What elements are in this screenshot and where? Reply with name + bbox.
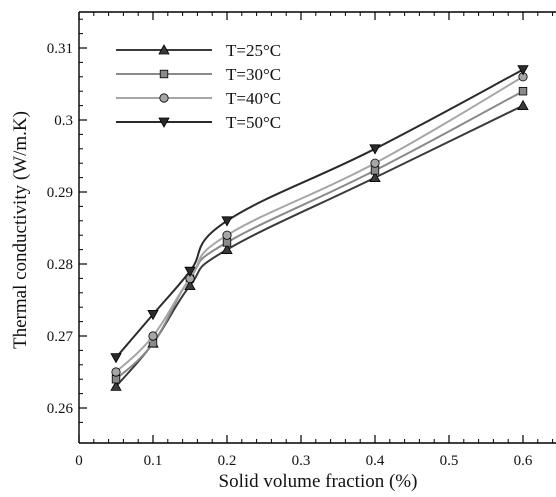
data-point — [222, 217, 232, 226]
data-point — [112, 368, 120, 376]
x-axis-title: Solid volume fraction (%) — [219, 471, 418, 492]
data-point — [518, 66, 528, 75]
series-line — [116, 106, 523, 387]
series-3 — [112, 73, 527, 377]
x-tick-label: 0.2 — [218, 453, 237, 469]
y-tick-label: 0.31 — [47, 41, 73, 57]
legend-entry: T=25°C — [116, 41, 281, 60]
legend-entry: T=30°C — [116, 65, 281, 84]
y-tick-label: 0.28 — [47, 257, 73, 273]
y-axis-title: Thermal conductivity (W/m.K) — [10, 111, 31, 349]
legend-entry: T=40°C — [116, 89, 281, 108]
legend-entry: T=50°C — [116, 113, 281, 132]
legend-label: T=25°C — [226, 41, 281, 60]
x-tick-label: 0.1 — [144, 453, 163, 469]
legend: T=25°C T=30°C T=40°C T=50°C — [116, 41, 281, 132]
series-2 — [112, 87, 527, 383]
data-point — [111, 354, 121, 363]
data-point — [223, 231, 231, 239]
y-tick-label: 0.3 — [54, 113, 73, 129]
x-tick-label: 0 — [75, 453, 83, 469]
series-1 — [111, 101, 528, 391]
x-tick-label: 0.3 — [292, 453, 311, 469]
y-tick-label: 0.29 — [47, 185, 73, 201]
x-tick-label: 0.4 — [366, 453, 385, 469]
series-layer — [111, 66, 528, 391]
legend-label: T=50°C — [226, 113, 281, 132]
series-4 — [111, 66, 528, 363]
data-point — [519, 87, 527, 95]
y-tick-label: 0.27 — [47, 329, 74, 345]
legend-label: T=30°C — [226, 65, 281, 84]
data-point — [370, 145, 380, 154]
legend-marker — [160, 94, 168, 102]
legend-marker — [160, 70, 168, 78]
data-point — [149, 332, 157, 340]
data-point — [371, 159, 379, 167]
x-tick-label: 0.5 — [440, 453, 459, 469]
y-tick-label: 0.26 — [47, 401, 74, 417]
axes: 0 0.1 0.2 0.3 0.4 0.5 0.6 0.26 0.27 0.28 0.29 0.3 0.… — [47, 12, 556, 469]
x-tick-label: 0.6 — [514, 453, 533, 469]
legend-label: T=40°C — [226, 89, 281, 108]
data-point — [518, 101, 528, 110]
